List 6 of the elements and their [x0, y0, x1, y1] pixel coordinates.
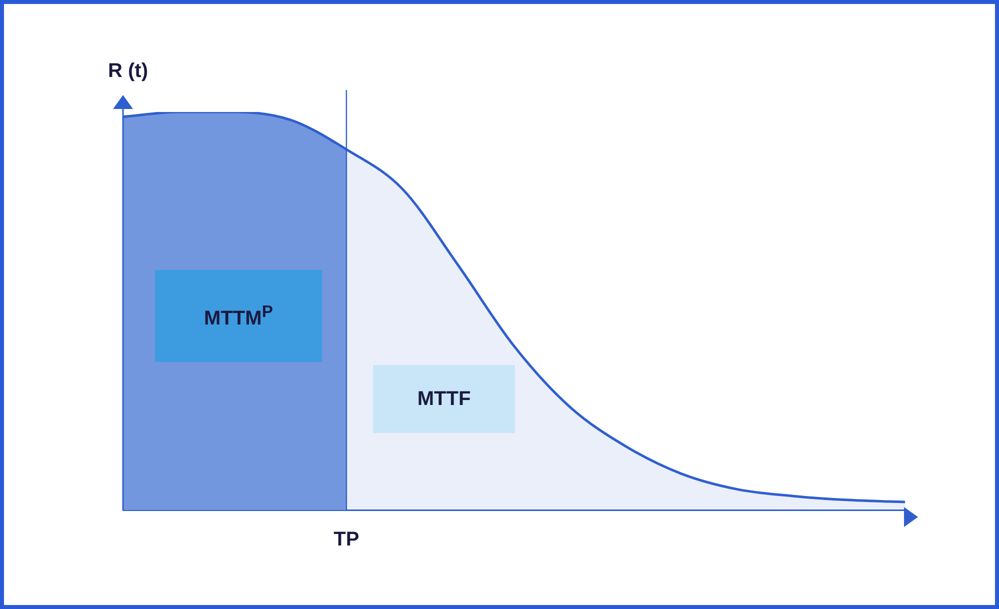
- text: TP: [334, 528, 360, 551]
- label-box: MTTF: [373, 365, 515, 433]
- annotation: MTTM$^{P}$: [204, 302, 273, 330]
- label-box: MTTM$^{P}$: [155, 270, 322, 362]
- y-axis-title: R (t): [108, 60, 148, 83]
- annotation: MTTF: [417, 388, 471, 410]
